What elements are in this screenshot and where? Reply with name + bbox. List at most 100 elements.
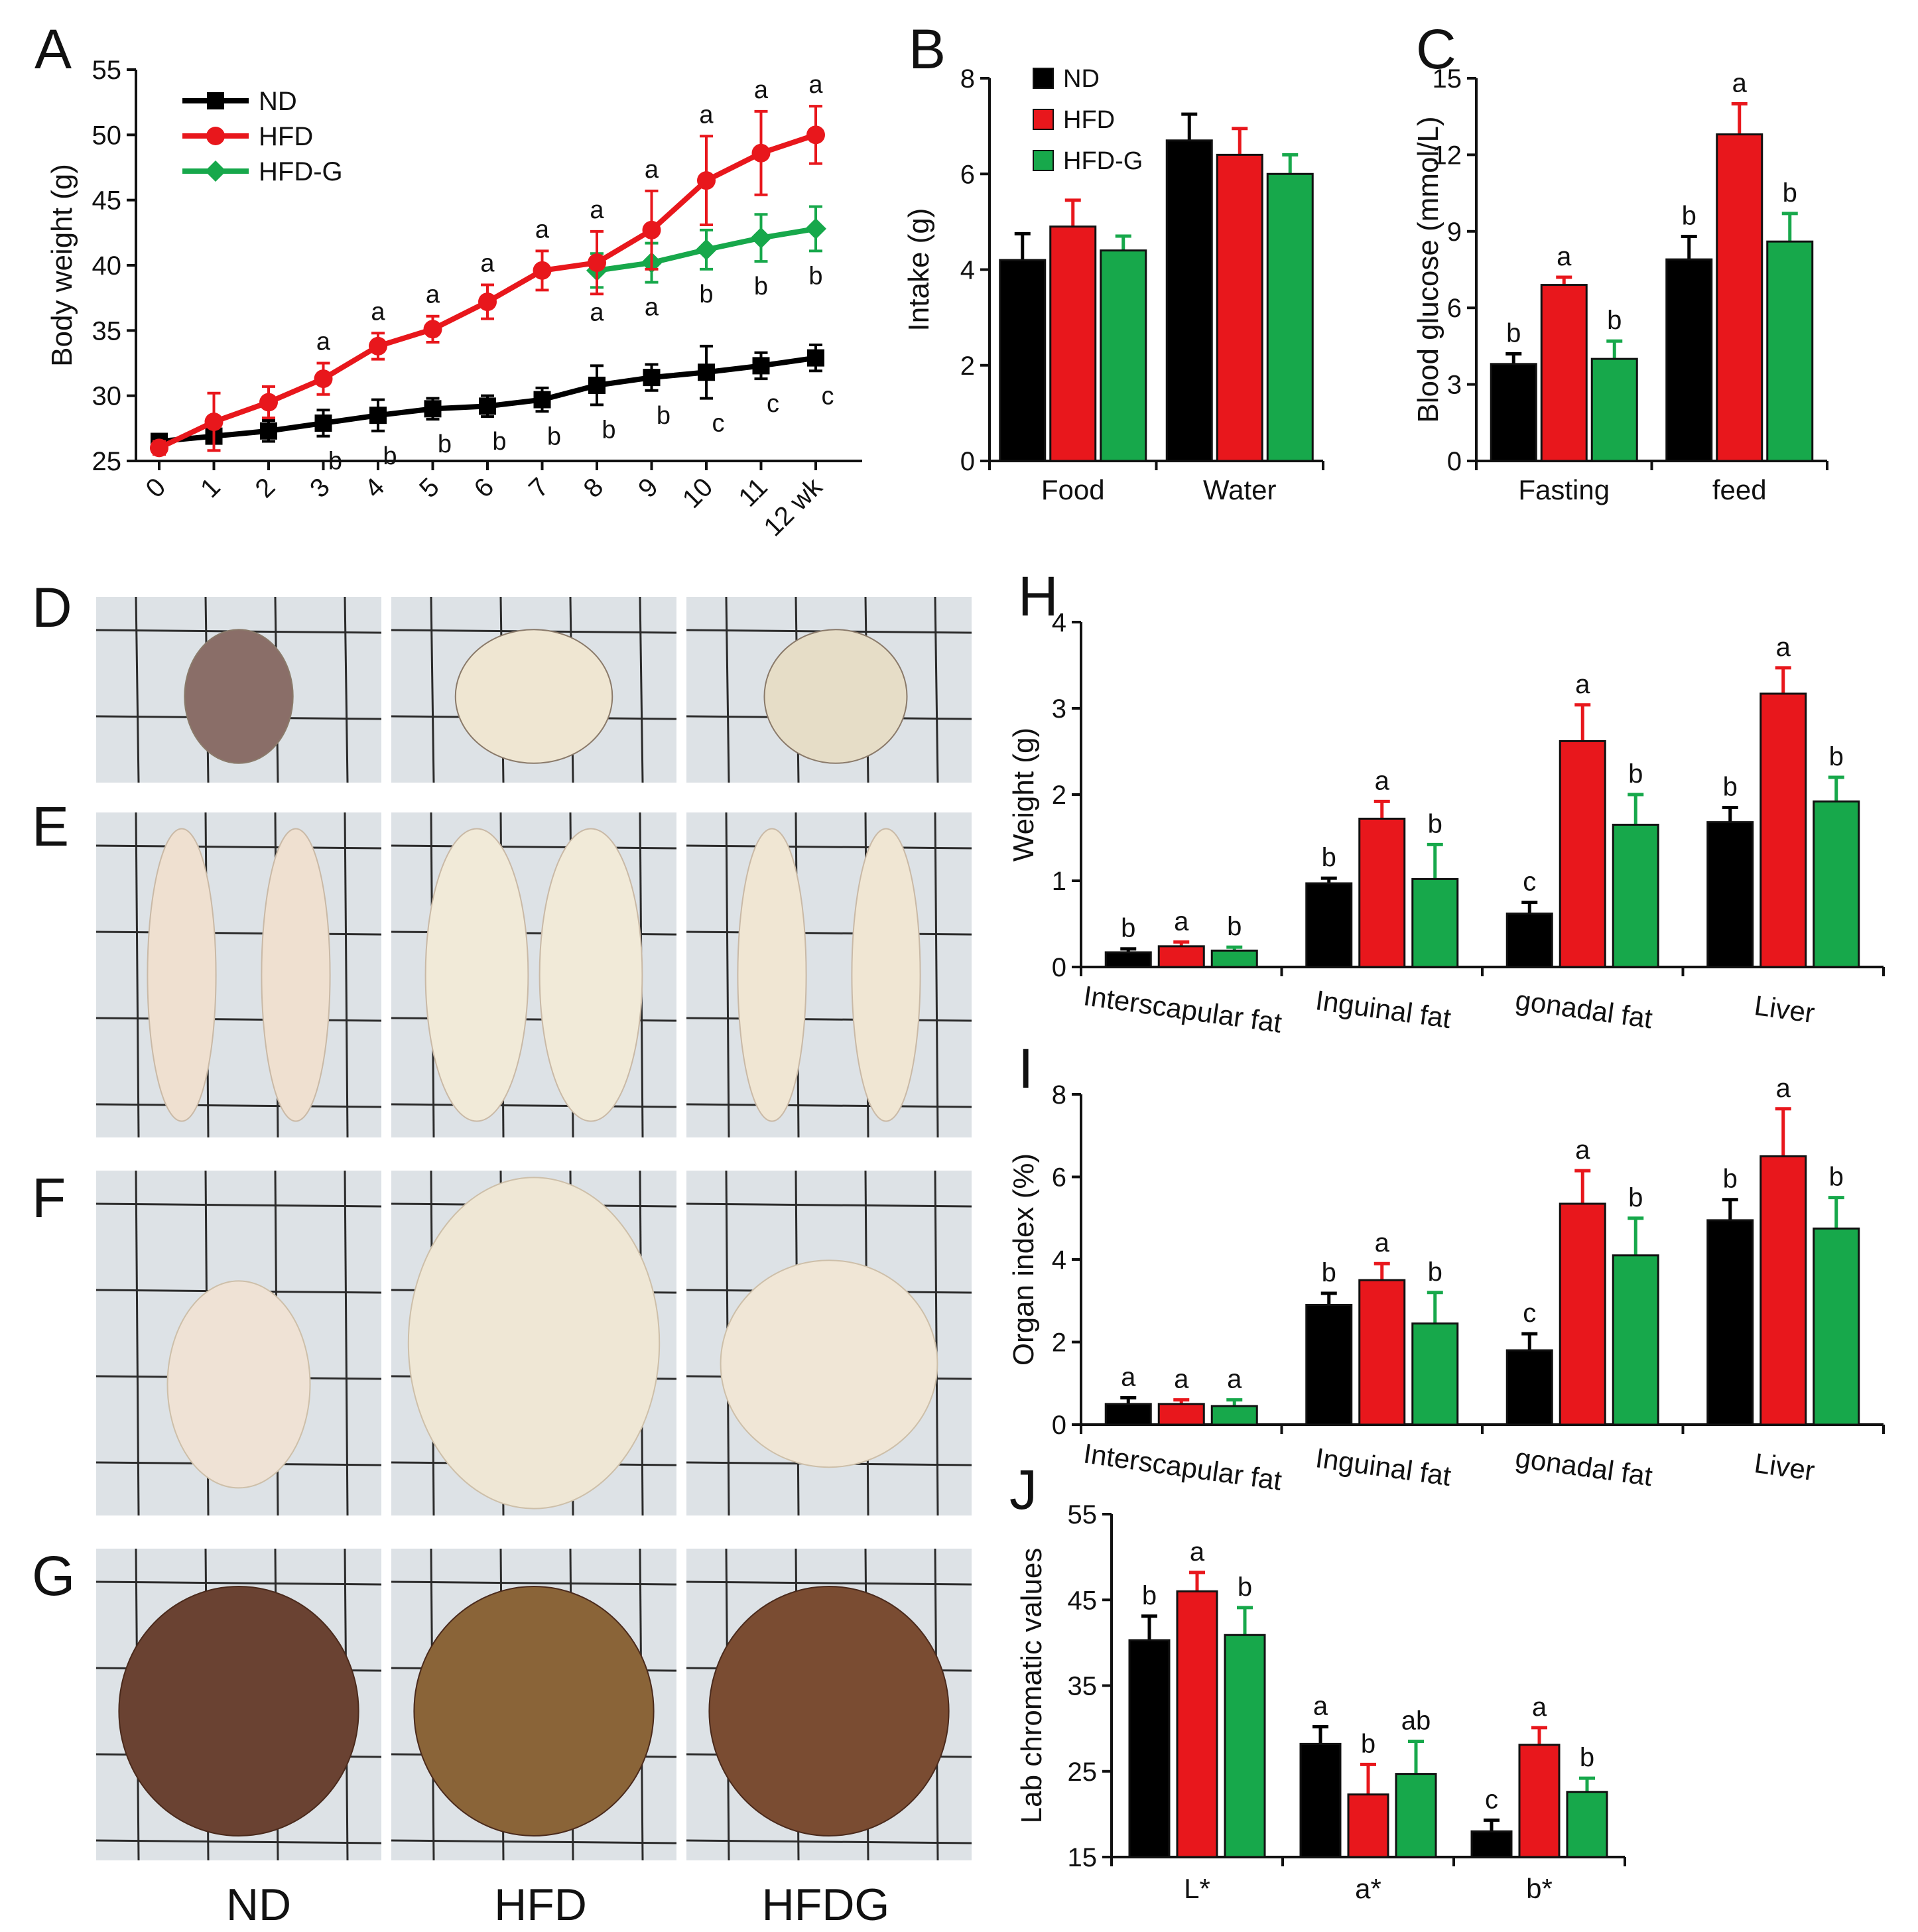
significance-label: a	[1174, 1365, 1189, 1394]
panel-letter-j: J	[1009, 1458, 1037, 1521]
significance-label: b	[1723, 773, 1738, 802]
bar	[1759, 692, 1807, 968]
y-tick-label: 0	[1447, 447, 1462, 476]
bar	[1505, 912, 1553, 968]
data-point	[369, 336, 387, 355]
significance-label: a	[1776, 633, 1791, 662]
bar	[1299, 1742, 1342, 1858]
y-tick-label: 9	[1447, 218, 1462, 247]
significance-label: b	[1227, 912, 1242, 941]
y-tick-label: 15	[1433, 64, 1462, 94]
legend-label: HFD	[1063, 106, 1115, 134]
significance-label: b	[1506, 318, 1521, 348]
data-point	[643, 369, 661, 387]
paper-grid-line	[135, 812, 140, 1138]
tissue-photo-grid: D E F G	[32, 576, 972, 1861]
bar	[1813, 800, 1860, 968]
y-tick-label: 0	[1052, 953, 1066, 982]
x-tick-label: 6	[469, 472, 500, 503]
y-tick-label: 4	[1052, 1246, 1066, 1275]
bar	[1540, 284, 1588, 462]
significance-label: b	[492, 428, 506, 456]
data-point	[642, 220, 661, 239]
panel-letter-f: F	[32, 1167, 66, 1229]
data-point	[696, 239, 717, 261]
x-category-label: Food	[1041, 474, 1105, 505]
x-category-label: L*	[1184, 1873, 1210, 1904]
significance-label: b	[699, 281, 713, 308]
y-tick-label: 2	[960, 352, 975, 381]
x-category-label: Fasting	[1518, 474, 1610, 505]
bar	[1470, 1830, 1513, 1858]
legend-marker	[205, 161, 226, 182]
data-point	[698, 363, 715, 381]
x-tick-label: 11	[733, 472, 773, 512]
bar	[1395, 1773, 1437, 1858]
bar	[1176, 1590, 1218, 1858]
y-tick-label: 50	[92, 121, 122, 150]
y-tick-label: 8	[960, 64, 975, 94]
significance-label: b	[1829, 1163, 1844, 1192]
y-tick-label: 0	[1052, 1411, 1066, 1440]
bar	[1411, 877, 1459, 968]
tissue-sample	[424, 828, 529, 1122]
data-point	[807, 349, 824, 367]
y-axis-title: Lab chromatic values	[1015, 1548, 1048, 1824]
tissue-sample	[413, 1586, 655, 1836]
paper-grid-line	[639, 596, 644, 783]
significance-label: a	[1776, 1074, 1791, 1103]
y-axis-title: Body weight (g)	[46, 164, 78, 367]
y-tick-label: 25	[92, 447, 122, 476]
bar	[1612, 824, 1659, 968]
bar	[1210, 1405, 1258, 1426]
x-category-label: gonadal fat	[1513, 1442, 1655, 1492]
panel-c-blood-glucose-chart: C 0 3 6 9 12 15 Blood glucose (mmol/L) Fasting b a…	[1412, 18, 1828, 505]
y-tick-label: 55	[92, 56, 122, 85]
tissue-sample	[708, 1586, 950, 1836]
significance-label: a	[590, 196, 604, 224]
bar	[1358, 817, 1406, 968]
x-category-label: Liver	[1752, 990, 1817, 1029]
x-tick-label: 2	[250, 472, 281, 503]
significance-label: a	[1575, 1135, 1590, 1165]
y-tick-label: 1	[1052, 867, 1066, 896]
paper-grid-line	[96, 1202, 382, 1208]
tissue-sample	[763, 629, 908, 764]
bar	[1706, 1219, 1754, 1426]
data-point	[533, 261, 552, 280]
tissue-sample	[261, 828, 331, 1122]
legend-swatch	[1033, 68, 1054, 89]
y-tick-label: 12	[1433, 141, 1462, 170]
y-tick-label: 45	[1068, 1586, 1098, 1615]
y-tick-label: 6	[1447, 294, 1462, 323]
x-tick-label: 8	[578, 472, 609, 503]
x-tick-label: 5	[414, 472, 445, 503]
bar	[1612, 1254, 1659, 1426]
legend-label: HFD-G	[259, 157, 343, 186]
data-point	[533, 391, 551, 409]
panel-letter-b: B	[909, 18, 946, 80]
panel-letter-g: G	[32, 1545, 75, 1607]
y-tick-label: 4	[1052, 608, 1066, 637]
tissue-sample	[166, 1280, 311, 1489]
paper-grid-line	[686, 1580, 972, 1586]
tissue-sample	[184, 629, 294, 764]
x-category-label: Inguinal fat	[1314, 984, 1453, 1034]
significance-label: b	[657, 402, 671, 430]
y-tick-label: 4	[960, 256, 975, 285]
tissue-sample	[737, 828, 807, 1122]
bar	[999, 259, 1047, 462]
y-tick-label: 55	[1068, 1500, 1098, 1529]
bar	[1813, 1227, 1860, 1426]
significance-label: ab	[1401, 1707, 1431, 1736]
significance-label: a	[645, 156, 659, 184]
paper-grid-line	[934, 596, 939, 783]
significance-label: a	[535, 216, 550, 243]
y-tick-label: 35	[92, 316, 122, 346]
paper-grid-line	[686, 1103, 972, 1108]
tissue-sample	[851, 828, 921, 1122]
significance-label: a	[1375, 766, 1390, 795]
x-tick-label: 0	[141, 472, 172, 503]
paper-grid-line	[96, 1017, 382, 1022]
